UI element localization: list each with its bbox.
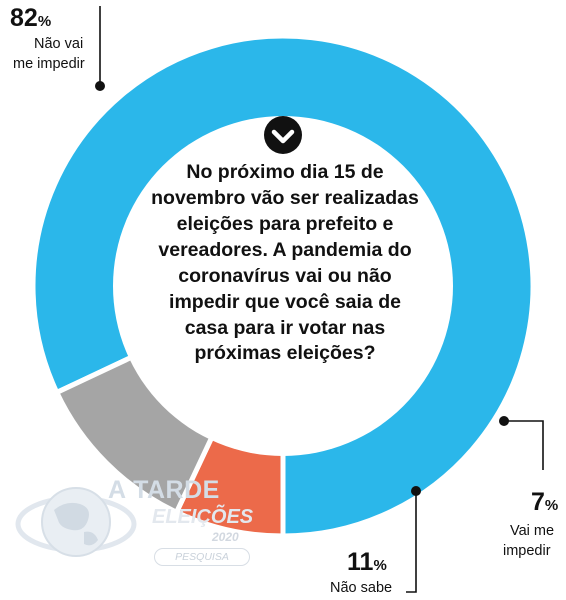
leader-dot-vai — [499, 416, 509, 426]
category-label-vai-1: Vai me — [510, 523, 554, 539]
leader-line-vai — [504, 420, 544, 470]
donut-hole — [113, 116, 453, 456]
value-label-nao-sabe: 11 — [347, 548, 374, 576]
logo-year: 2020 — [212, 530, 239, 544]
globe-icon — [15, 487, 137, 557]
leader-dot-nao-vai — [95, 81, 105, 91]
logo-tag: PESQUISA — [154, 548, 250, 566]
category-label-nao-sabe: Não sabe — [330, 580, 392, 596]
unit-label-nao-sabe: % — [373, 557, 386, 574]
category-label-nao-vai-2: me impedir — [13, 56, 85, 72]
value-label-nao-vai: 82 — [10, 4, 38, 32]
slice-label-nao-vai: 82% Não vai me impedir — [10, 4, 105, 91]
svg-text:7%: 7% — [531, 488, 558, 516]
category-label-nao-vai-1: Não vai — [34, 36, 83, 52]
logo-name: A TARDE — [108, 476, 220, 504]
category-label-vai-2: impedir — [503, 543, 551, 559]
unit-label-nao-vai: % — [38, 13, 51, 30]
logo-subtitle: ELEIÇÕES — [152, 506, 254, 528]
svg-text:82%: 82% — [10, 4, 51, 32]
slice-label-vai: 7% Vai me impedir — [499, 416, 558, 559]
value-label-vai: 7 — [531, 488, 545, 516]
check-chevron-icon — [264, 116, 302, 154]
leader-line-nao-sabe — [406, 491, 417, 593]
svg-text:11%: 11% — [347, 548, 387, 576]
unit-label-vai: % — [545, 497, 558, 514]
slice-label-nao-sabe: 11% Não sabe — [330, 486, 421, 596]
survey-question: No próximo dia 15 de novembro vão ser re… — [151, 161, 419, 365]
a-tarde-logo: A TARDE ELEIÇÕES 2020 PESQUISA — [14, 476, 264, 568]
